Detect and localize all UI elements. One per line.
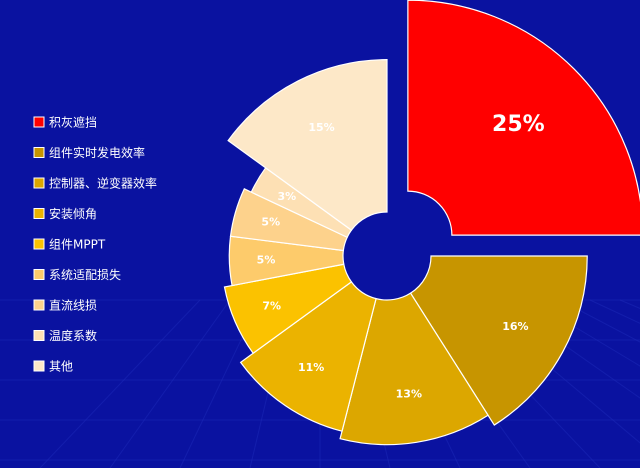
- legend-label-9: 其他: [49, 360, 73, 374]
- slice-5: [223, 263, 353, 355]
- legend-label-3: 控制器、逆变器效率: [49, 176, 157, 191]
- slice-label-3: 13%: [396, 387, 422, 400]
- legend-swatch-8: [33, 330, 45, 341]
- slice-label-2: 16%: [502, 320, 528, 333]
- slice-label-8: 3%: [277, 190, 296, 203]
- legend-label-8: 温度系数: [49, 328, 97, 343]
- slice-label-7: 5%: [261, 216, 280, 229]
- legend-label-7: 直流线损: [49, 299, 97, 313]
- legend-label-4: 安装倾角: [49, 206, 97, 221]
- legend-swatch-7: [33, 299, 45, 311]
- legend-label-5: 组件MPPT: [49, 238, 106, 252]
- legend-label-1: 积灰遮挡: [49, 115, 97, 130]
- chart-slices: [223, 0, 640, 446]
- slice-label-5: 7%: [262, 299, 281, 312]
- legend-swatch-9: [33, 360, 45, 372]
- grid-line: [529, 299, 640, 367]
- slice-7: [229, 188, 348, 252]
- slice-label-4: 11%: [298, 361, 324, 374]
- legend-swatch-4: [33, 208, 45, 219]
- legend-swatch-5: [33, 238, 45, 250]
- legend-label-6: 系统适配损失: [49, 267, 121, 282]
- legend-swatch-1: [33, 116, 45, 128]
- slice-label-9: 15%: [308, 121, 334, 134]
- slice-2: [409, 255, 588, 426]
- legend-swatch-2: [33, 147, 45, 158]
- slice-label-1: 25%: [492, 112, 545, 137]
- legend-label-2: 组件实时发电效率: [49, 145, 145, 160]
- grid-line: [39, 299, 201, 468]
- chart-slice-labels: 25% 16% 13% 11% 7% 5% 5% 3% 15%: [257, 112, 545, 400]
- legend-swatch-6: [33, 269, 45, 280]
- slice-9: [227, 59, 388, 231]
- slice-1: [407, 0, 640, 236]
- grid-line: [559, 299, 640, 343]
- slice-label-6: 5%: [257, 253, 276, 266]
- grid-line: [619, 299, 640, 309]
- legend-swatch-3: [33, 177, 45, 189]
- grid-line: [589, 299, 640, 324]
- slice-3: [339, 292, 489, 446]
- slice-4: [239, 281, 377, 432]
- grid-line: [109, 299, 231, 468]
